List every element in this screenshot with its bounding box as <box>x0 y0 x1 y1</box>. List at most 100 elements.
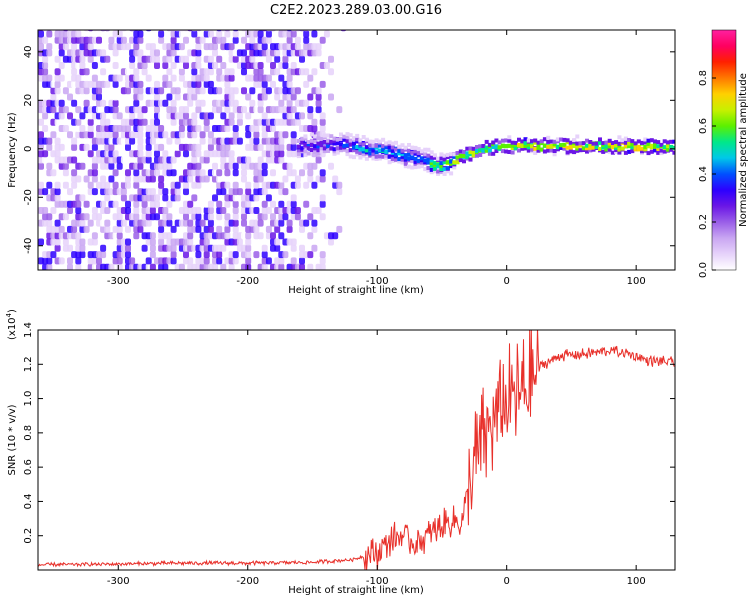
spectrogram-cell <box>458 158 463 163</box>
spectrogram-cell <box>257 62 264 69</box>
spectrogram-cell <box>220 207 227 214</box>
spectrogram-cell <box>195 213 202 221</box>
spectrogram-cell <box>245 112 252 120</box>
spectrogram-cell <box>220 112 227 120</box>
spectrogram-cell <box>387 148 392 153</box>
spectrogram-cell <box>265 55 272 63</box>
spectrogram-cell <box>228 263 235 270</box>
spectrogram-cell <box>137 131 144 139</box>
spectrogram-cell <box>387 145 392 150</box>
spectrogram-cell <box>442 153 447 158</box>
spectrogram-cell <box>265 225 272 233</box>
spectrogram-cell <box>58 131 65 139</box>
y-tick-label: 0.4 <box>23 493 34 509</box>
spectrogram-cell <box>669 144 674 149</box>
spectrogram-cell <box>104 55 111 63</box>
spectrogram-cell <box>510 146 515 150</box>
spectrogram-cell <box>468 157 473 162</box>
spectrogram-cell <box>504 149 509 154</box>
spectrogram-cell <box>212 263 218 270</box>
spectrogram-cell <box>294 43 301 51</box>
spectrogram-cell <box>245 156 252 164</box>
spectrogram-cell <box>282 131 289 139</box>
spectrogram-cell <box>523 146 528 151</box>
spectrogram-cell <box>627 138 632 142</box>
spectrogram-cell <box>286 225 293 233</box>
spectrogram-cell <box>400 154 405 159</box>
spectrogram-cell <box>91 74 98 82</box>
spectrogram-cell <box>199 137 206 145</box>
spectrogram-cell <box>303 30 310 38</box>
spectrogram-cell <box>290 93 297 101</box>
spectrogram-cell <box>517 142 521 147</box>
spectrogram-cell <box>191 68 198 76</box>
spectrogram-cell <box>358 141 363 146</box>
spectrogram-cell <box>191 112 198 120</box>
spectrogram-cell <box>62 87 69 95</box>
spectrogram-cell <box>216 30 223 38</box>
spectrogram-cell <box>125 125 131 132</box>
spectrogram-cell <box>162 150 169 158</box>
spectrogram-cell <box>141 106 148 114</box>
spectrogram-cell <box>195 207 202 214</box>
spectrogram-cell <box>278 219 285 227</box>
spectrogram-cell <box>274 68 281 76</box>
spectrogram-cell <box>137 162 144 170</box>
spectrogram-cell <box>552 152 557 157</box>
spectrogram-cell <box>315 93 322 101</box>
spectrogram-cell <box>542 143 547 148</box>
spectrogram-cell <box>257 232 264 240</box>
spectrogram-cell <box>137 225 144 233</box>
spectrogram-cell <box>228 68 235 76</box>
spectrogram-cell <box>75 232 82 240</box>
spectrogram-cell <box>361 152 366 156</box>
spectrogram-cell <box>154 194 160 202</box>
spectrogram-cell <box>54 181 61 189</box>
spectrogram-cell <box>672 150 675 155</box>
spectrogram-cell <box>588 143 593 148</box>
spectrogram-cell <box>50 169 57 177</box>
spectrogram-cell <box>236 118 243 126</box>
spectrogram-cell <box>377 156 382 161</box>
spectrogram-cell <box>112 62 119 69</box>
spectrogram-cell <box>125 181 131 189</box>
spectrogram-cell <box>630 142 635 147</box>
spectrogram-cells <box>38 30 675 270</box>
spectrogram-cell <box>319 112 326 120</box>
spectrogram-cell <box>170 74 177 82</box>
spectrogram-cell <box>116 74 123 82</box>
spectrogram-cell <box>607 138 612 143</box>
spectrogram-cell <box>303 200 310 208</box>
spectrogram-cell <box>141 62 148 69</box>
spectrogram-cell <box>315 87 322 95</box>
spectrogram-cell <box>137 93 144 101</box>
spectrogram-cell <box>46 162 53 170</box>
spectrogram-cell <box>381 154 386 159</box>
spectrogram-cell <box>216 169 223 177</box>
spectrogram-cell <box>125 244 131 252</box>
spectrogram-cell <box>261 80 268 88</box>
spectrogram-cell <box>158 238 165 246</box>
spectrogram-cell <box>394 157 398 162</box>
spectrogram-cell <box>407 156 411 161</box>
spectrogram-cell <box>329 134 334 139</box>
spectrogram-cell <box>429 150 434 155</box>
spectrogram-cell <box>355 137 360 142</box>
spectrogram-cell <box>278 257 285 265</box>
spectrogram-cell <box>58 74 65 82</box>
spectrogram-cell <box>352 136 356 141</box>
spectrogram-cell <box>623 150 628 155</box>
spectrogram-cell <box>108 175 115 183</box>
spectrogram-cell <box>614 145 619 150</box>
spectrogram-cell <box>116 257 123 265</box>
spectrogram-cell <box>296 148 301 153</box>
spectrogram-cell <box>311 30 318 38</box>
spectrogram-cell <box>282 251 289 259</box>
spectrogram-cell <box>253 131 260 139</box>
spectrogram-cell <box>195 49 202 57</box>
spectrogram-cell <box>100 251 107 259</box>
spectrogram-cell <box>38 87 44 95</box>
spectrogram-cell <box>465 146 470 151</box>
colorbar-tick-label: 0.4 <box>698 166 709 182</box>
spectrogram-cell <box>387 140 392 145</box>
